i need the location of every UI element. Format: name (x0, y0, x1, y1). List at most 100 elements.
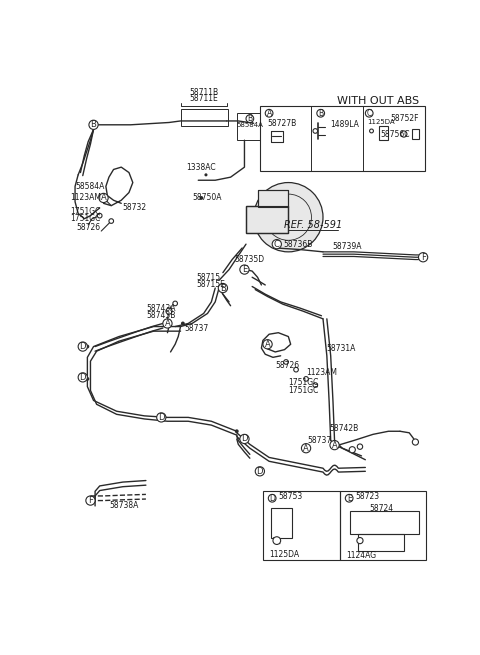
Text: 58737: 58737 (184, 324, 209, 333)
Bar (237, 113, 260, 140)
Circle shape (240, 434, 249, 443)
Circle shape (301, 443, 311, 453)
Circle shape (258, 470, 262, 473)
Text: 58711B: 58711B (189, 88, 218, 97)
Text: 1751GC: 1751GC (71, 214, 101, 223)
Bar (358, 534, 404, 552)
Text: 58756C: 58756C (381, 130, 410, 140)
Bar (180, 109, 228, 126)
Bar (271, 508, 292, 538)
Bar (260, 105, 425, 171)
Text: 58715E: 58715E (196, 280, 225, 290)
Text: 58715: 58715 (196, 272, 220, 282)
Text: 1751GC: 1751GC (288, 378, 319, 387)
Circle shape (284, 360, 288, 364)
Text: E: E (347, 494, 351, 503)
Text: 58724: 58724 (369, 504, 393, 513)
Text: B: B (91, 121, 96, 129)
Text: 58723: 58723 (355, 492, 380, 501)
Text: 58750A: 58750A (192, 193, 222, 202)
Bar (246, 206, 288, 233)
Text: REF. 58-591: REF. 58-591 (285, 220, 343, 230)
Text: 58743B: 58743B (146, 311, 175, 320)
Text: 58726: 58726 (77, 223, 101, 233)
Text: 1751GC: 1751GC (71, 206, 101, 215)
Text: A: A (101, 193, 107, 202)
Circle shape (268, 495, 276, 502)
Text: 1125DA: 1125DA (269, 550, 299, 559)
Text: D: D (257, 467, 263, 476)
Circle shape (357, 538, 363, 544)
Text: B: B (247, 114, 252, 123)
Bar (246, 206, 288, 233)
Text: B: B (318, 109, 323, 118)
Circle shape (235, 429, 239, 433)
Circle shape (204, 174, 207, 176)
Circle shape (99, 193, 108, 202)
Text: 58738A: 58738A (109, 502, 138, 510)
Circle shape (255, 466, 264, 476)
Text: 1125DA: 1125DA (368, 119, 396, 126)
Text: 58731A: 58731A (327, 344, 356, 352)
Text: 58739A: 58739A (332, 242, 362, 251)
Text: D: D (269, 494, 275, 503)
Circle shape (218, 284, 228, 293)
Circle shape (273, 536, 281, 544)
Bar (411, 128, 419, 140)
Circle shape (173, 301, 178, 306)
Text: C: C (367, 109, 372, 118)
Circle shape (401, 131, 407, 137)
Circle shape (85, 377, 89, 381)
Circle shape (89, 120, 98, 130)
Text: 58737: 58737 (308, 436, 332, 445)
Text: F: F (88, 496, 93, 505)
Text: A: A (266, 109, 272, 118)
Text: 1124AG: 1124AG (346, 552, 376, 561)
Circle shape (370, 129, 373, 133)
Circle shape (78, 373, 87, 382)
Text: WITH OUT ABS: WITH OUT ABS (337, 96, 419, 105)
Circle shape (357, 444, 363, 449)
Circle shape (109, 219, 114, 223)
Circle shape (199, 196, 203, 200)
Text: 58584A: 58584A (75, 182, 105, 191)
Circle shape (86, 496, 95, 505)
Circle shape (263, 340, 272, 349)
Text: 1751GC: 1751GC (288, 386, 319, 395)
Circle shape (254, 183, 323, 252)
Circle shape (313, 128, 318, 133)
Bar (263, 491, 340, 560)
Text: 1338AC: 1338AC (186, 162, 216, 172)
Circle shape (330, 441, 339, 450)
Circle shape (166, 308, 172, 314)
Circle shape (265, 109, 273, 117)
Text: D: D (80, 342, 86, 351)
Circle shape (365, 109, 373, 117)
Circle shape (163, 319, 172, 328)
Bar (258, 190, 288, 207)
Text: 58742B: 58742B (329, 424, 359, 434)
Text: F: F (420, 253, 426, 262)
Text: A: A (332, 441, 337, 449)
Circle shape (349, 447, 355, 453)
Bar (258, 190, 288, 206)
Text: 58726: 58726 (275, 360, 300, 369)
Text: 58735D: 58735D (234, 255, 264, 264)
Text: D: D (241, 434, 248, 443)
Circle shape (240, 265, 249, 274)
Circle shape (419, 253, 428, 262)
Circle shape (85, 345, 89, 348)
Text: D: D (158, 413, 165, 422)
Circle shape (246, 115, 254, 122)
Bar (379, 126, 388, 140)
Circle shape (156, 413, 166, 422)
Text: 58584A: 58584A (237, 122, 264, 128)
Circle shape (97, 214, 102, 218)
Text: 58727B: 58727B (267, 119, 297, 128)
Text: C: C (274, 240, 280, 249)
Text: A: A (165, 319, 170, 328)
Circle shape (412, 439, 419, 445)
Text: 58711E: 58711E (189, 94, 218, 103)
Circle shape (294, 367, 299, 372)
Text: 58753: 58753 (278, 492, 302, 501)
